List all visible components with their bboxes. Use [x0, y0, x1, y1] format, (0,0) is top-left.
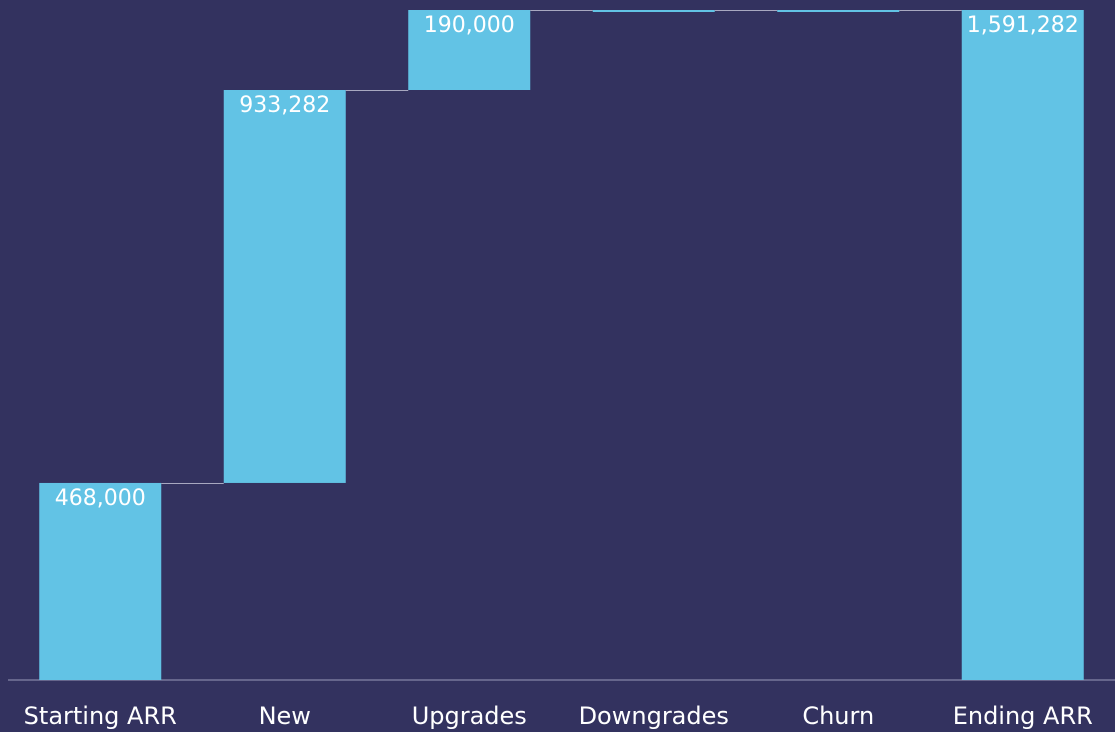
x-tick-label: New [259, 702, 311, 730]
bar [961, 10, 1084, 680]
value-label: 468,000 [55, 486, 146, 511]
bar [39, 482, 162, 680]
value-label: 190,000 [424, 13, 515, 38]
x-tick-label: Starting ARR [24, 702, 177, 730]
bar [408, 10, 531, 90]
value-label: 1,591,282 [967, 13, 1079, 38]
x-tick-label: Churn [802, 702, 874, 730]
x-tick-label: Upgrades [412, 702, 527, 730]
x-tick-label: Downgrades [579, 702, 729, 730]
bar [223, 89, 346, 483]
value-label: 933,282 [239, 93, 330, 118]
bar [777, 10, 900, 12]
x-tick-label: Ending ARR [953, 702, 1093, 730]
bar [592, 10, 715, 12]
